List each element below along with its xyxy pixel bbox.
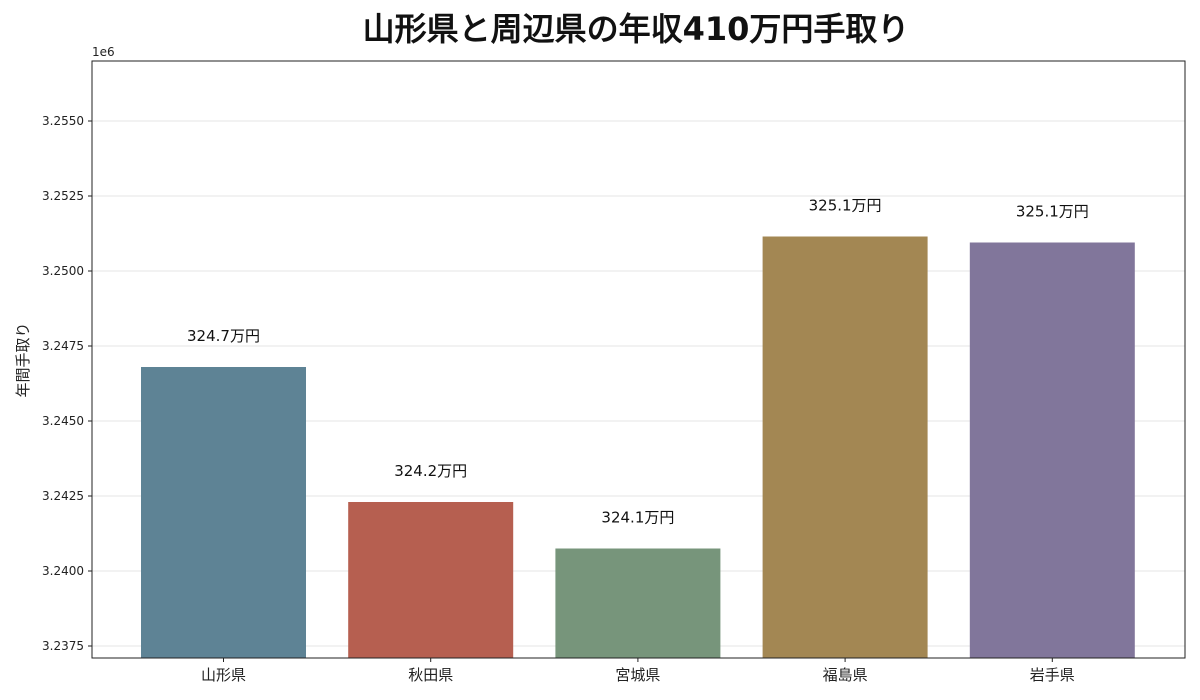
x-tick-label: 岩手県: [1030, 666, 1075, 684]
x-tick-label: 福島県: [823, 666, 868, 684]
data-labels: 324.7万円 324.2万円 324.1万円 325.1万円 325.1万円: [187, 197, 1089, 527]
y-tick-label: 3.2500: [42, 264, 84, 278]
y-tick-label: 3.2475: [42, 339, 84, 353]
chart-title: 山形県と周辺県の年収410万円手取り: [363, 10, 910, 48]
bar-3: [555, 548, 721, 658]
y-offset-label: 1e6: [92, 45, 115, 59]
bar-5: [969, 242, 1135, 658]
y-tick-label: 3.2425: [42, 489, 84, 503]
bar-1: [141, 367, 306, 658]
plot-frame: [91, 60, 1186, 659]
data-label: 325.1万円: [809, 197, 882, 215]
x-tick-label: 宮城県: [615, 666, 660, 684]
y-tick-label: 3.2550: [42, 114, 84, 128]
y-tick-label: 3.2525: [42, 189, 84, 203]
bar-2: [348, 502, 514, 658]
x-tick-label: 山形県: [201, 666, 246, 684]
data-label: 325.1万円: [1016, 203, 1089, 221]
y-tick-label: 3.2375: [42, 639, 84, 653]
y-tick-label: 3.2450: [42, 414, 84, 428]
y-axis-label: 年間手取り: [14, 322, 32, 397]
bars: [141, 236, 1135, 658]
data-label: 324.2万円: [394, 462, 467, 480]
data-label: 324.7万円: [187, 327, 260, 345]
x-axis: 山形県 秋田県 宮城県 福島県 岩手県: [201, 658, 1075, 684]
bar-4: [762, 236, 928, 658]
y-tick-label: 3.2400: [42, 564, 84, 578]
x-tick-label: 秋田県: [408, 666, 453, 684]
y-axis: 3.2375 3.2400 3.2425 3.2450 3.2475 3.2500 3.25…: [42, 114, 92, 653]
data-label: 324.1万円: [601, 509, 674, 527]
